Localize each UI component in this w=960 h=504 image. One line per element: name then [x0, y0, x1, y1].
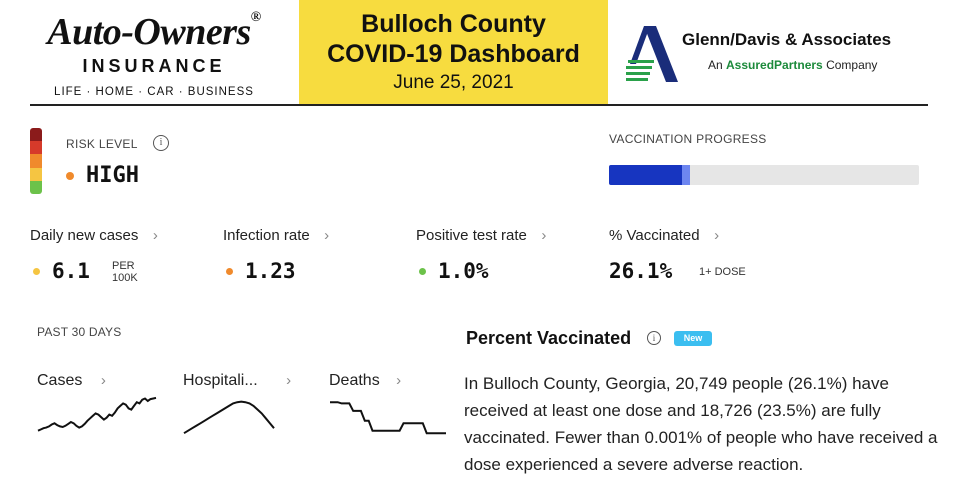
risk-scale-segment: [30, 180, 42, 194]
chevron-right-icon: ›: [714, 227, 720, 244]
sparkline-deaths-header[interactable]: Deaths ›: [329, 372, 401, 390]
subtitle-suffix: Company: [822, 58, 878, 72]
sparkline-line: [37, 396, 157, 432]
chevron-right-icon: ›: [396, 372, 402, 389]
glenn-davis-subtitle: An AssuredPartners Company: [708, 58, 877, 72]
metric-label: % Vaccinated: [609, 227, 700, 244]
chevron-right-icon: ›: [324, 227, 330, 244]
metric-infection-rate[interactable]: Infection rate ›: [223, 227, 329, 245]
info-icon[interactable]: i: [647, 331, 661, 345]
metric-positive-test-rate[interactable]: Positive test rate ›: [416, 227, 546, 245]
metric-unit: PER 100K: [112, 260, 138, 284]
sparkline-cases-header[interactable]: Cases ›: [37, 372, 106, 390]
sparkline-line: [183, 400, 275, 435]
metric-value: 1.23: [245, 259, 296, 283]
title-line-2: COVID-19 Dashboard: [327, 40, 580, 68]
status-dot: [226, 268, 233, 275]
sparkline-label: Deaths: [329, 372, 380, 389]
sparkline-label: Cases: [37, 372, 83, 389]
info-icon[interactable]: i: [153, 135, 169, 151]
metric-daily-new-cases[interactable]: Daily new cases ›: [30, 227, 158, 245]
metric-label: Positive test rate: [416, 227, 527, 244]
sparkline-label: Hospitali...: [183, 372, 258, 389]
chevron-right-icon: ›: [541, 227, 547, 244]
percent-vaccinated-title: Percent Vaccinated: [466, 328, 632, 348]
risk-dot: [66, 172, 74, 180]
risk-level-label: RISK LEVEL: [66, 137, 138, 151]
unit-line-2: 100K: [112, 272, 138, 284]
glenn-davis-name: Glenn/Davis & Associates: [682, 30, 892, 49]
unit-line-1: PER: [112, 260, 135, 272]
vaccination-progress-bar: [609, 165, 919, 185]
risk-scale-segment: [30, 167, 42, 181]
title-date: June 25, 2021: [393, 72, 514, 93]
chevron-right-icon: ›: [152, 227, 158, 244]
chevron-right-icon: ›: [100, 372, 106, 389]
auto-owners-subtitle: INSURANCE: [82, 56, 226, 76]
auto-owners-tagline: LIFE · HOME · CAR · BUSINESS: [54, 86, 254, 98]
risk-scale-bar: [30, 128, 42, 194]
metric-percent-vaccinated[interactable]: % Vaccinated ›: [609, 227, 719, 245]
status-dot: [419, 268, 426, 275]
past-30-days-label: PAST 30 DAYS: [37, 325, 122, 339]
vaccination-progress-label: VACCINATION PROGRESS: [609, 132, 767, 146]
assuredpartners-name: AssuredPartners: [726, 58, 823, 72]
one-dose-fill: [682, 165, 690, 185]
metric-value: 1.0%: [438, 259, 489, 283]
subtitle-prefix: An: [708, 58, 727, 72]
header-divider: [30, 104, 928, 106]
fully-vaccinated-fill: [609, 165, 682, 185]
dashboard-title-box: Bulloch County COVID-19 Dashboard June 2…: [299, 0, 608, 104]
metric-unit: 1+ DOSE: [699, 266, 746, 278]
metric-label: Infection rate: [223, 227, 310, 244]
metric-value: 6.1: [52, 259, 90, 283]
risk-scale-segment: [30, 154, 42, 168]
metric-label: Daily new cases: [30, 227, 139, 244]
title-line-1: Bulloch County: [361, 10, 546, 38]
risk-level-value: HIGH: [86, 163, 139, 188]
sparkline-line: [330, 401, 446, 435]
sparkline-cases: [37, 396, 157, 432]
percent-vaccinated-description: In Bulloch County, Georgia, 20,749 peopl…: [464, 374, 938, 474]
new-badge: New: [674, 331, 712, 346]
risk-scale-segment: [30, 141, 42, 155]
status-dot: [33, 268, 40, 275]
auto-owners-name: Auto-Owners: [47, 11, 251, 53]
glenn-davis-a-mark-icon: [626, 26, 678, 82]
sparkline-deaths: [330, 401, 446, 435]
metric-value: 26.1%: [609, 259, 673, 283]
registered-mark: ®: [250, 10, 261, 25]
risk-scale-segment: [30, 128, 42, 142]
sparkline-hospitalizations-header[interactable]: Hospitali... ›: [183, 372, 291, 390]
auto-owners-logo: Auto-Owners® INSURANCE LIFE · HOME · CAR…: [14, 6, 294, 102]
chevron-right-icon: ›: [286, 372, 292, 389]
sparkline-hospitalizations: [183, 400, 275, 435]
glenn-davis-logo: Glenn/Davis & Associates An AssuredPartn…: [620, 14, 950, 94]
